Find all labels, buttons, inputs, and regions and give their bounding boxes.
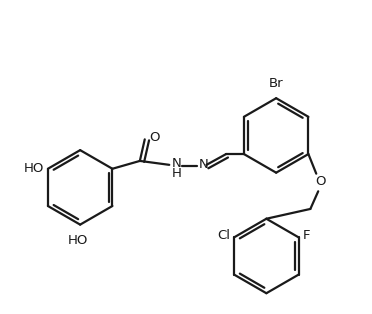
Text: F: F xyxy=(302,229,310,242)
Text: O: O xyxy=(150,131,160,144)
Text: Cl: Cl xyxy=(217,229,230,242)
Text: Br: Br xyxy=(269,77,283,90)
Text: N: N xyxy=(199,158,208,171)
Text: HO: HO xyxy=(68,235,89,247)
Text: HO: HO xyxy=(23,162,44,175)
Text: H: H xyxy=(172,167,182,180)
Text: N: N xyxy=(172,157,182,171)
Text: O: O xyxy=(315,175,326,188)
